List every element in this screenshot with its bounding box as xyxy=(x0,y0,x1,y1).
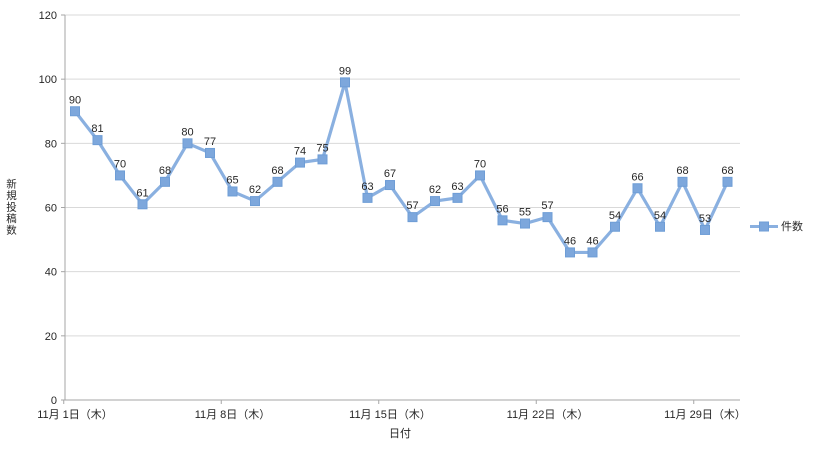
data-point-marker xyxy=(182,138,193,149)
data-label: 54 xyxy=(654,210,666,222)
data-label: 66 xyxy=(631,171,643,183)
data-label: 81 xyxy=(91,123,103,135)
data-label: 77 xyxy=(204,136,216,148)
data-label: 70 xyxy=(474,158,486,170)
data-point-marker xyxy=(250,196,260,207)
data-point-marker xyxy=(430,196,440,207)
data-point-marker xyxy=(722,176,733,187)
y-tick-label: 60 xyxy=(45,203,57,215)
legend: 件数 xyxy=(750,218,803,234)
data-label: 55 xyxy=(519,207,531,219)
data-point-marker xyxy=(362,192,373,203)
x-tick-label: 11月 22日（木） xyxy=(507,408,589,421)
data-point-marker xyxy=(587,247,598,258)
data-label: 75 xyxy=(316,142,328,154)
data-point-marker xyxy=(160,176,170,187)
y-tick-label: 120 xyxy=(39,10,57,22)
data-label: 61 xyxy=(136,187,148,199)
data-point-marker xyxy=(632,183,643,194)
data-point-marker xyxy=(475,170,485,181)
data-point-marker xyxy=(677,176,688,187)
y-tick-label: 80 xyxy=(45,138,57,150)
y-tick-label: 20 xyxy=(45,331,57,343)
data-point-marker xyxy=(70,106,80,117)
data-point-marker xyxy=(317,154,328,165)
x-tick-label: 11月 29日（木） xyxy=(664,408,746,421)
data-label: 90 xyxy=(69,94,81,106)
data-point-marker xyxy=(272,176,283,187)
y-tick-label: 100 xyxy=(39,74,57,86)
data-label: 57 xyxy=(406,200,418,212)
data-point-marker xyxy=(565,247,575,258)
data-label: 67 xyxy=(384,168,396,180)
legend-marker-icon xyxy=(750,221,778,231)
data-label: 99 xyxy=(339,65,351,77)
data-point-marker xyxy=(407,212,418,223)
data-point-marker xyxy=(205,147,215,158)
data-label: 74 xyxy=(294,146,306,158)
data-label: 63 xyxy=(361,181,373,193)
data-point-marker xyxy=(452,192,463,203)
data-point-marker xyxy=(610,221,620,232)
data-label: 54 xyxy=(609,210,621,222)
data-label: 68 xyxy=(271,165,283,177)
data-label: 63 xyxy=(451,181,463,193)
legend-label: 件数 xyxy=(781,221,803,233)
data-label: 68 xyxy=(721,165,733,177)
data-point-marker xyxy=(340,77,350,88)
data-point-marker xyxy=(655,221,665,232)
data-point-marker xyxy=(700,224,710,235)
y-tick-label: 0 xyxy=(51,395,57,407)
y-tick-label: 40 xyxy=(45,267,57,279)
data-point-marker xyxy=(115,170,125,181)
data-label: 70 xyxy=(114,158,126,170)
data-point-marker xyxy=(137,199,148,210)
data-label: 62 xyxy=(249,184,261,196)
data-point-marker xyxy=(92,135,103,146)
data-label: 46 xyxy=(564,235,576,247)
data-label: 46 xyxy=(586,235,598,247)
data-point-marker xyxy=(542,212,553,223)
data-point-marker xyxy=(520,218,530,229)
series-line xyxy=(73,80,729,255)
data-point-marker xyxy=(227,186,238,197)
x-tick-label: 11月 1日（木） xyxy=(37,408,113,421)
x-tick-label: 11月 8日（木） xyxy=(195,408,271,421)
x-axis-title: 日付 xyxy=(389,428,411,440)
data-label: 56 xyxy=(496,203,508,215)
x-tick-label: 11月 15日（木） xyxy=(349,408,431,421)
data-label: 53 xyxy=(699,213,711,225)
data-label: 62 xyxy=(429,184,441,196)
data-point-marker xyxy=(385,180,395,191)
data-label: 65 xyxy=(226,174,238,186)
data-label: 68 xyxy=(159,165,171,177)
data-point-marker xyxy=(497,215,508,226)
data-label: 80 xyxy=(181,126,193,138)
data-point-marker xyxy=(295,157,305,168)
data-label: 68 xyxy=(676,165,688,177)
data-label: 57 xyxy=(541,200,553,212)
y-axis-title: 新規投稿数 xyxy=(5,178,17,236)
